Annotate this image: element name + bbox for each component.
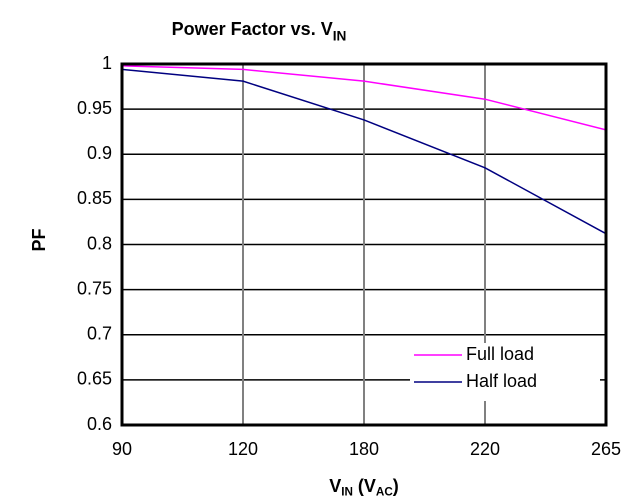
y-tick-label: 0.9 [87,143,112,163]
y-tick-label: 0.85 [77,188,112,208]
x-axis-label-part: (V [353,476,376,496]
x-axis-label-sub: AC [376,485,393,498]
x-tick-label: 180 [349,439,379,459]
x-tick-label: 120 [228,439,258,459]
data-line [121,68,607,235]
legend-label: Half load [466,371,537,391]
x-axis-label-part: V [329,476,341,496]
chart-title-part: Power Factor vs. V [172,19,333,39]
x-tick-label: 265 [591,439,621,459]
plot-border [120,62,608,427]
chart-title-sub: IN [333,28,347,43]
legend-label: Full load [466,344,534,364]
x-tick-label: 220 [470,439,500,459]
x-tick-label: 90 [112,439,132,459]
y-tick-label: 0.65 [77,369,112,389]
y-tick-label: 0.95 [77,98,112,118]
y-axis-label: PF [29,228,49,251]
y-tick-label: 0.6 [87,414,112,434]
y-tick-label: 1 [102,53,112,73]
y-tick-label: 0.75 [77,278,112,298]
y-tick-label: 0.8 [87,233,112,253]
legend-box [410,343,600,401]
data-line [121,65,607,131]
chart-title: Power Factor vs. VIN [172,19,347,43]
y-tick-label: 0.7 [87,324,112,344]
x-axis-label-part: ) [393,476,399,496]
x-axis-label: VIN (VAC) [329,476,399,499]
x-axis-label-sub: IN [341,485,353,498]
